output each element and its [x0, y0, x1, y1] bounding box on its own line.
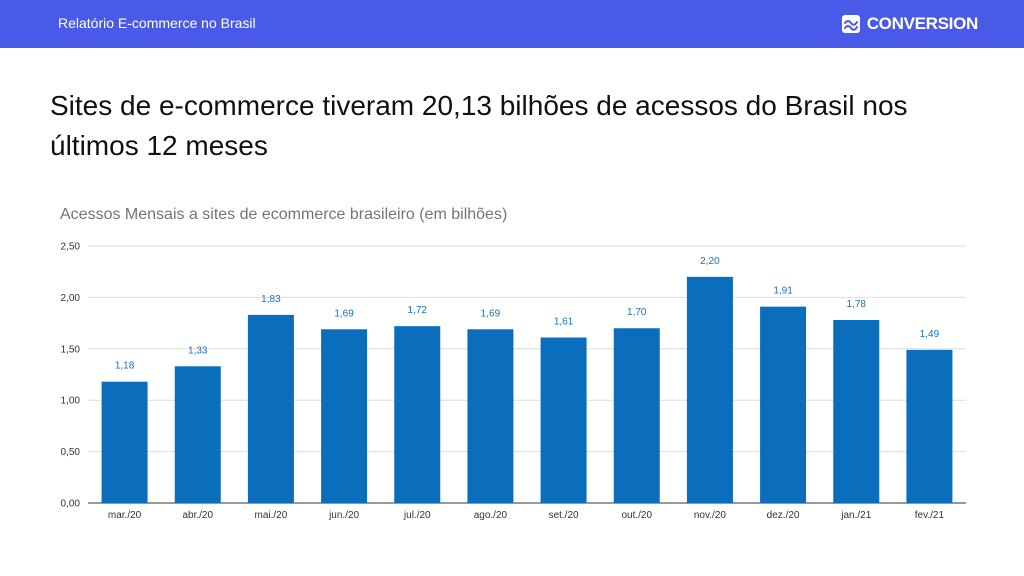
bar: [686, 276, 733, 503]
data-label: 2,20: [700, 256, 720, 267]
bar: [906, 349, 953, 503]
x-tick-label: mai./20: [255, 510, 288, 521]
data-label: 1,49: [920, 329, 940, 340]
y-tick-label: 2,00: [61, 293, 81, 304]
bar: [394, 326, 441, 503]
page-headline: Sites de e-commerce tiveram 20,13 bilhõe…: [50, 90, 908, 161]
x-tick-label: abr./20: [182, 510, 213, 521]
data-label: 1,72: [408, 305, 428, 316]
data-label: 1,70: [627, 307, 647, 318]
header-bar: Relatório E-commerce no Brasil CONVERSIO…: [0, 0, 1024, 48]
x-tick-label: jul./20: [403, 510, 431, 521]
data-label: 1,61: [554, 316, 574, 327]
brand-name: CONVERSION: [866, 14, 979, 33]
bar: [174, 366, 221, 503]
y-tick-label: 1,50: [61, 344, 81, 355]
y-tick-label: 1,00: [61, 396, 81, 407]
y-tick-label: 0,00: [61, 499, 81, 510]
report-title: Relatório E-commerce no Brasil: [58, 15, 256, 31]
bar: [540, 337, 587, 503]
bar: [101, 381, 148, 503]
bar: [760, 306, 807, 503]
bar: [467, 329, 514, 503]
data-label: 1,33: [188, 345, 208, 356]
data-label: 1,83: [261, 294, 281, 305]
data-label: 1,69: [334, 308, 354, 319]
x-tick-label: dez./20: [767, 510, 800, 521]
brand-logo[interactable]: CONVERSION: [841, 12, 978, 36]
y-tick-label: 0,50: [61, 447, 81, 458]
data-label: 1,18: [115, 361, 135, 372]
conversion-logo-icon: [841, 15, 860, 33]
bar: [613, 328, 660, 503]
y-tick-label: 2,50: [61, 242, 81, 253]
x-tick-label: mar./20: [108, 510, 142, 521]
chart-title: Acessos Mensais a sites de ecommerce bra…: [60, 206, 508, 223]
x-tick-label: nov./20: [694, 510, 726, 521]
data-label: 1,69: [481, 308, 501, 319]
bar: [247, 314, 294, 503]
bar: [833, 320, 880, 503]
x-tick-label: out./20: [621, 510, 652, 521]
x-tick-label: fev./21: [915, 510, 945, 521]
x-tick-label: ago./20: [474, 510, 508, 521]
x-tick-label: jun./20: [328, 510, 359, 521]
x-tick-label: set./20: [549, 510, 579, 521]
data-label: 1,91: [773, 286, 793, 297]
x-tick-label: jan./21: [840, 510, 871, 521]
bar: [321, 329, 368, 503]
data-label: 1,78: [847, 299, 867, 310]
